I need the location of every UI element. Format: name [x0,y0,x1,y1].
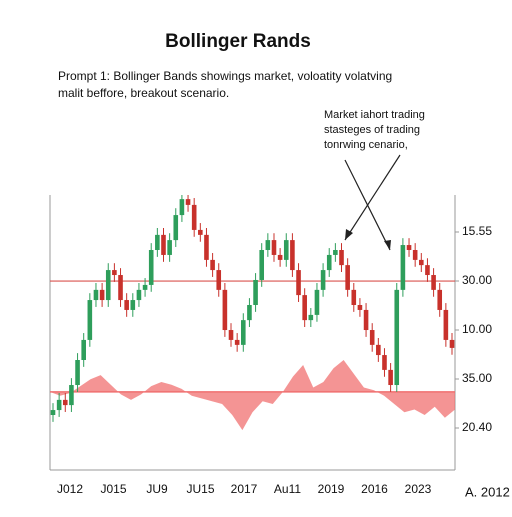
candle-body [265,240,271,250]
candle-body [326,254,332,271]
candle-body [204,234,209,260]
candle-body [118,275,123,301]
candle-body [253,279,258,305]
annotation-line: stasteges of trading [324,124,420,136]
x-tick-label: 2016 [361,482,388,496]
candle-body [167,240,172,255]
candle-body [191,204,197,230]
candle-body [247,305,252,321]
candle-body [363,309,369,331]
candle-body [419,259,424,266]
candle-body [210,259,215,271]
candle-body [93,289,99,301]
candle-body [412,250,418,260]
chart-title: Bollinger Rands [165,31,311,52]
y-tick-label: 35.00 [462,371,492,385]
candle-body [369,330,375,345]
candle-body [105,270,111,301]
candle-body [357,305,363,310]
oscillator-area [50,360,455,431]
candle-body [124,300,129,310]
candle-body [431,275,436,290]
candle-body [302,295,307,321]
candle-body [259,250,265,280]
arrow-head [345,229,353,240]
candle-body [443,309,449,340]
candle-body [345,265,350,290]
candle-body [198,229,203,235]
candle-body [339,250,344,266]
candle-body [62,399,68,406]
candle-body [388,369,393,386]
x-tick-label: 2023 [405,482,432,496]
candle-body [179,199,185,216]
candle-body [56,399,62,411]
candle-body [290,240,295,271]
candle-body [296,270,301,296]
candle-body [136,289,142,301]
candle-body [376,344,381,356]
candle-body [148,250,154,285]
candle-body [222,289,228,331]
candle-body [155,234,160,250]
corner-label: A. 2012 [465,484,510,499]
candle-body [69,385,74,406]
candle-body [449,339,455,348]
candle-body [81,339,86,360]
candle-body [351,289,357,305]
y-tick-label: 15.55 [462,224,492,238]
candle-body [228,330,234,340]
prompt-line: Prompt 1: Bollinger Bands showings marke… [58,69,392,83]
candle-body [400,245,406,290]
candle-body [130,300,136,310]
x-tick-label: JU15 [186,482,214,496]
candle-body [425,265,430,276]
candle-body [314,289,320,315]
candle-body [271,240,277,255]
candle-body [112,270,117,276]
candle-body [142,284,148,290]
y-tick-label: 20.40 [462,420,492,434]
candle-body [87,300,93,340]
candle-body [50,410,56,415]
candle-body [99,289,105,301]
candle-body [216,270,222,290]
candle-body [240,320,246,345]
annotation-arrow [344,154,401,241]
x-tick-label: JU9 [146,482,168,496]
candle-body [75,360,80,386]
candle-body [437,289,443,310]
candle-body [234,339,240,345]
candle-body [382,355,387,370]
x-tick-label: J015 [100,482,126,496]
x-tick-label: 2017 [231,482,258,496]
annotation-line: tonrwing cenario, [324,139,408,151]
y-tick-label: 10.00 [462,322,492,336]
candle-body [283,240,289,260]
annotation-line: Market iahort trading [324,109,425,121]
candle-body [161,234,166,255]
candle-body [394,289,400,386]
candle-body [173,215,179,241]
x-tick-label: Au11 [274,482,301,496]
candle-body [333,250,338,255]
candle-body [185,199,191,205]
y-tick-label: 30.00 [462,273,492,287]
arrow-head [384,240,391,250]
candle-body [320,270,326,290]
prompt-line: malit beffore, breakout scenario. [58,86,229,100]
candle-body [308,314,314,321]
candle-body [277,254,283,260]
x-tick-label: 2019 [318,482,345,496]
x-tick-label: J012 [57,482,83,496]
candle-body [406,245,412,250]
